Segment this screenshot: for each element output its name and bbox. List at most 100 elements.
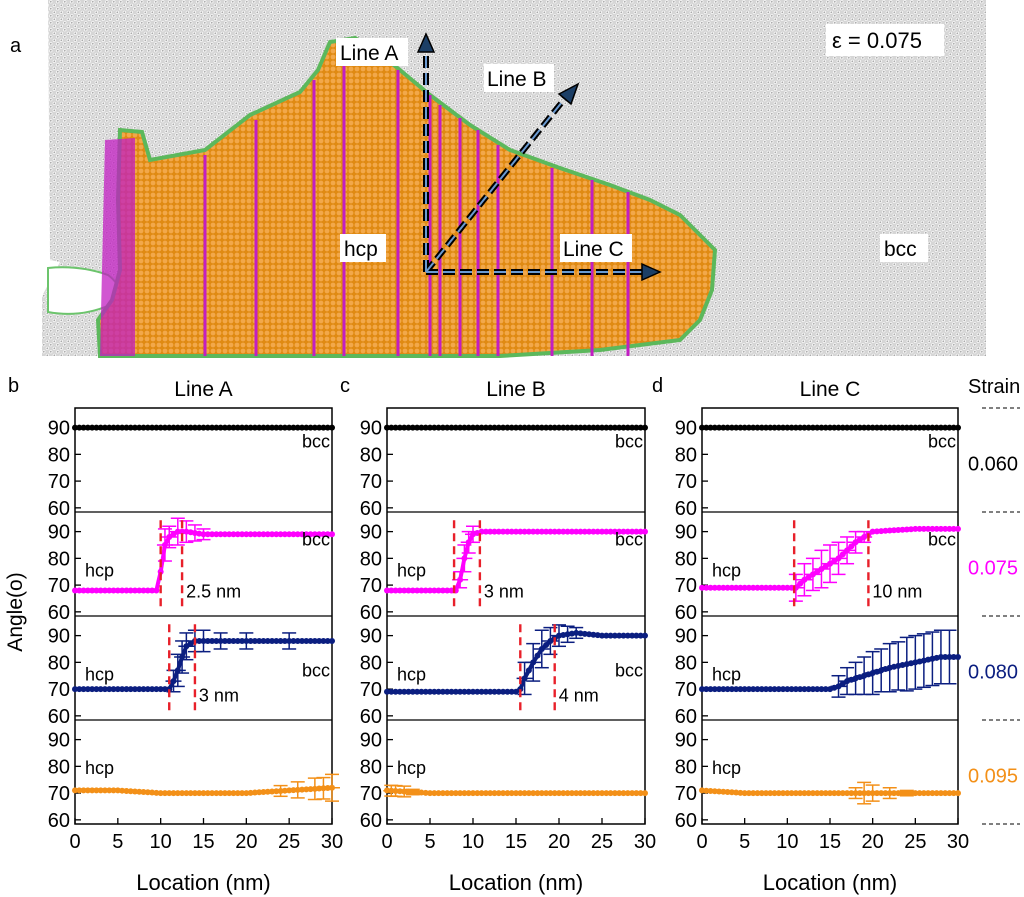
data-point (737, 686, 744, 693)
data-point (470, 688, 476, 695)
data-point (603, 632, 610, 639)
data-point (260, 531, 267, 538)
data-point (852, 424, 859, 431)
data-point (286, 787, 293, 794)
data-point (217, 531, 224, 538)
data-point (525, 424, 532, 431)
data-point (487, 528, 494, 535)
phase-label-hcp: hcp (85, 560, 114, 580)
data-point (763, 424, 769, 431)
data-point (620, 790, 627, 797)
x-tick-label: 20 (862, 831, 884, 853)
data-point (878, 424, 885, 431)
data-point (311, 531, 318, 538)
y-tick-label: 80 (360, 548, 382, 570)
data-point (513, 424, 519, 431)
y-tick-label: 80 (675, 756, 697, 778)
series-0.060: 60 70 80 90 bcc (48, 418, 335, 520)
data-point (603, 790, 610, 797)
data-point (405, 424, 412, 431)
data-point (140, 587, 147, 594)
phase-label-bcc: bcc (615, 432, 643, 452)
data-point (457, 790, 464, 797)
data-point (839, 790, 846, 797)
data-point (933, 525, 940, 532)
data-point (401, 688, 408, 695)
data-point (818, 424, 825, 431)
data-point (106, 787, 113, 794)
data-point (720, 788, 727, 795)
data-point (76, 587, 83, 594)
data-point (737, 424, 744, 431)
data-point (136, 686, 143, 693)
data-point (728, 686, 735, 693)
y-tick-label: 70 (675, 679, 697, 701)
data-point (89, 587, 96, 594)
y-tick-label: 60 (360, 706, 382, 728)
data-point (474, 424, 481, 431)
chart-panel-1: Line B 0 5 10 15 20 25 30 Location (nm) 60 70 80 90 b… (360, 378, 656, 895)
y-tick-label: 80 (48, 548, 70, 570)
data-point (724, 686, 731, 693)
data-point (444, 424, 451, 431)
data-point (452, 424, 459, 431)
y-tick-label: 80 (675, 652, 697, 674)
data-point (642, 528, 648, 535)
y-tick-label: 70 (360, 679, 382, 701)
y-tick-label: 60 (360, 498, 382, 520)
x-tick-label: 30 (634, 831, 656, 853)
y-tick-label: 90 (48, 418, 70, 440)
data-point (157, 790, 164, 797)
data-point (933, 790, 940, 797)
data-point (388, 424, 395, 431)
data-point (792, 790, 799, 797)
data-point (144, 424, 151, 431)
data-point (256, 424, 263, 431)
data-point (234, 531, 241, 538)
data-point (839, 424, 846, 431)
data-point (84, 686, 91, 693)
data-point (620, 528, 627, 535)
x-tick-label: 10 (776, 831, 798, 853)
data-point (758, 686, 765, 693)
data-point (307, 531, 314, 538)
data-point (504, 424, 511, 431)
data-point (465, 424, 472, 431)
data-point (624, 790, 631, 797)
data-point (161, 424, 168, 431)
data-point (767, 584, 774, 591)
data-point (607, 790, 614, 797)
data-point (84, 587, 91, 594)
data-point (448, 790, 455, 797)
data-point (831, 790, 838, 797)
data-point (269, 424, 276, 431)
data-point (84, 424, 91, 431)
data-point (290, 424, 297, 431)
data-point (461, 688, 468, 695)
data-point (435, 424, 442, 431)
data-point (444, 790, 451, 797)
data-point (157, 686, 164, 693)
data-point (414, 424, 421, 431)
data-point (396, 688, 403, 695)
data-point (711, 584, 718, 591)
data-point (80, 587, 87, 594)
data-point (431, 587, 438, 594)
data-point (187, 640, 194, 647)
series-0.080: 60 70 80 90 hcp bcc 4 nm (360, 624, 648, 728)
data-point (439, 587, 446, 594)
data-point (474, 790, 481, 797)
strain-value: 0.060 (968, 453, 1018, 475)
line-b-arrowhead (557, 82, 580, 106)
data-point (495, 688, 502, 695)
data-point (439, 424, 446, 431)
data-point (946, 424, 953, 431)
data-point (491, 790, 498, 797)
data-point (329, 637, 335, 644)
data-point (93, 424, 100, 431)
y-tick-label: 90 (360, 730, 382, 752)
data-point (114, 424, 121, 431)
data-point (599, 528, 605, 535)
data-point (204, 790, 211, 797)
data-point (149, 424, 156, 431)
